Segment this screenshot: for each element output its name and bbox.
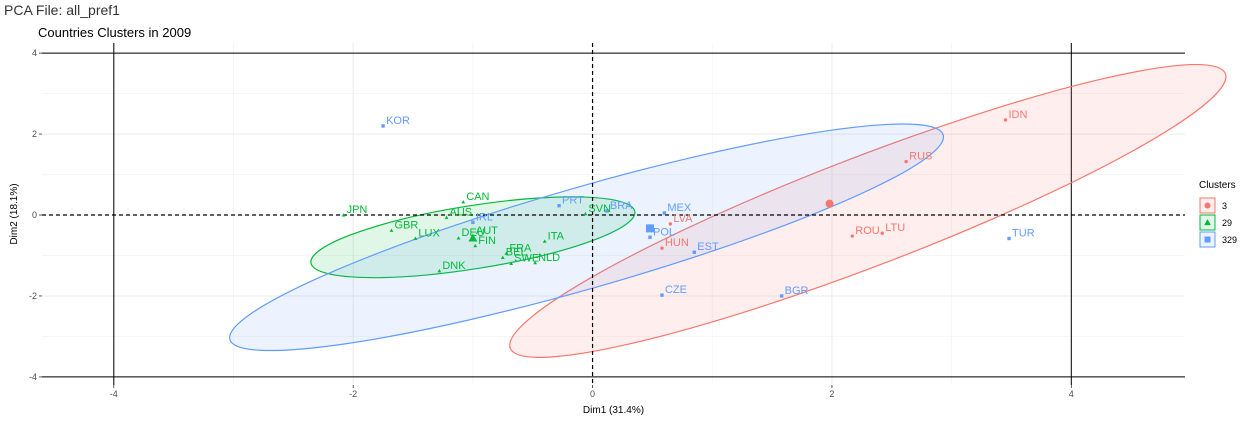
x-tick-label: 4 [1069, 389, 1074, 399]
point-svn [583, 211, 588, 216]
legend-title: Clusters [1199, 180, 1236, 191]
point-bel [500, 255, 505, 259]
point-label-ita: ITA [548, 230, 565, 242]
point-label-bra: BRA [610, 200, 633, 212]
point-label-lva: LVA [673, 213, 693, 225]
point-nld [533, 260, 537, 265]
x-axis-label: Dim1 (31.4%) [583, 405, 644, 416]
point-label-fra: FRA [509, 242, 532, 254]
cluster-ellipse-3 [509, 63, 1227, 358]
point-dnk [437, 268, 442, 273]
point-label-fin: FIN [478, 235, 496, 247]
point-gbr [389, 228, 394, 232]
point-cze [660, 293, 664, 297]
file-title: PCA File: all_pref1 [4, 2, 120, 18]
point-lva [668, 222, 673, 226]
point-mex [662, 211, 667, 215]
point-label-cze: CZE [665, 284, 687, 296]
ellipse-layer [229, 63, 1227, 358]
point-label-gbr: GBR [394, 219, 418, 231]
point-prt [557, 204, 561, 208]
x-tick-label: -2 [349, 389, 357, 399]
legend-label-329: 329 [1222, 235, 1237, 245]
point-label-tur: TUR [1012, 227, 1035, 239]
point-label-prt: PRT [562, 195, 584, 207]
tick-layer: -4 -2 0 2 4 -4 -2 0 2 4 [29, 48, 1074, 399]
reference-lines [42, 43, 1185, 385]
x-tick-label: 0 [590, 389, 595, 399]
point-rus [904, 159, 908, 164]
point-swe [509, 261, 514, 266]
point-label-bgr: BGR [785, 285, 809, 297]
point-fra [504, 251, 509, 255]
point-label-hun: HUN [665, 237, 689, 249]
legend-marker-3 [1204, 202, 1211, 209]
point-label-nld: NLD [538, 252, 560, 264]
y-tick-label: -2 [29, 291, 37, 301]
point-label-bel: BEL [506, 247, 527, 259]
y-tick-label: 2 [32, 129, 37, 139]
point-tur [1007, 236, 1011, 241]
point-label-svn: SVN [588, 203, 611, 215]
legend-label-3: 3 [1222, 201, 1227, 211]
point-label-aut: AUT [476, 225, 498, 237]
legend-marker-29 [1204, 219, 1211, 226]
point-bgr [779, 294, 784, 298]
point-kor [381, 124, 385, 128]
point-deu [456, 236, 461, 240]
point-label-est: EST [697, 241, 719, 253]
centroid-29 [468, 233, 478, 242]
point-ltu [880, 231, 884, 235]
legend-label-29: 29 [1222, 218, 1232, 228]
point-label-aus: AUS [450, 206, 473, 218]
point-aus [444, 215, 449, 219]
y-tick-label: 4 [32, 48, 37, 58]
point-can [461, 200, 466, 204]
point-est [692, 250, 696, 254]
point-rou [850, 234, 854, 238]
cluster-ellipse-329 [229, 123, 945, 352]
y-tick-label: -4 [29, 372, 37, 382]
x-tick-label: -4 [110, 389, 118, 399]
point-label-rus: RUS [909, 151, 932, 163]
legend-marker-329 [1204, 236, 1211, 243]
point-label-mex: MEX [667, 202, 692, 214]
point-hun [660, 246, 664, 250]
point-lux [413, 236, 418, 240]
point-label-ltu: LTU [885, 222, 905, 234]
point-bra [605, 209, 609, 213]
y-tick-label: 0 [32, 210, 37, 220]
point-label-can: CAN [466, 191, 489, 203]
point-label-dnk: DNK [442, 260, 466, 272]
chart-title: Countries Clusters in 2009 [38, 25, 192, 40]
point-label-idn: IDN [1008, 109, 1027, 121]
point-label-rou: ROU [855, 225, 880, 237]
point-label-deu: DEU [462, 227, 485, 239]
y-axis-label: Dim2 (18.1%) [9, 183, 20, 244]
point-label-kor: KOR [386, 115, 410, 127]
point-label-lux: LUX [418, 227, 440, 239]
point-pol [648, 235, 652, 239]
point-jpn [341, 213, 346, 217]
point-ita [542, 239, 547, 243]
point-label-jpn: JPN [347, 204, 368, 216]
point-irl [471, 220, 475, 224]
point-label-irl: IRL [476, 211, 493, 223]
point-label-pol: POL [653, 226, 675, 238]
centroid-3 [825, 199, 834, 208]
point-idn [1003, 118, 1008, 122]
centroid-329 [646, 224, 655, 233]
x-tick-label: 2 [829, 389, 834, 399]
point-fin [473, 243, 478, 248]
frame-layer [42, 43, 1185, 385]
point-label-swe: SWE [514, 253, 539, 265]
point-layer [341, 118, 1011, 298]
